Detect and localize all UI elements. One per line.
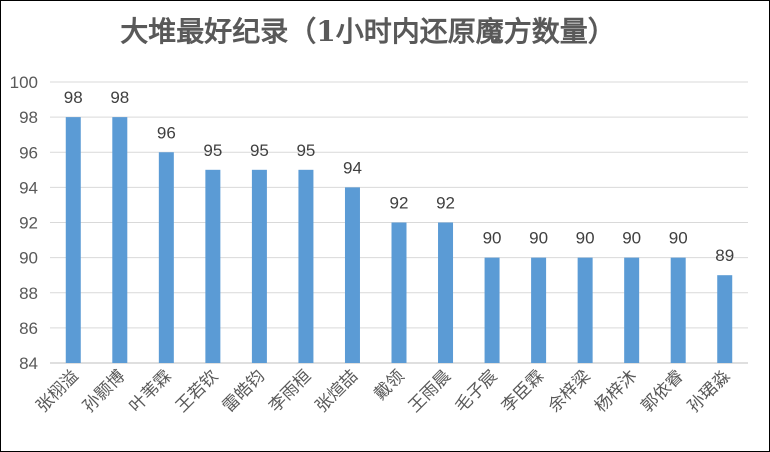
y-tick-label: 92 (19, 214, 38, 233)
data-label: 89 (715, 246, 734, 265)
x-tick-label: 毛子宸 (451, 366, 501, 416)
data-label: 90 (529, 229, 548, 248)
data-label: 95 (203, 141, 222, 160)
bars (65, 117, 733, 363)
bar (438, 222, 454, 363)
bar (158, 152, 174, 363)
bar (531, 257, 547, 363)
bar (391, 222, 407, 363)
bar (65, 117, 81, 363)
x-tick-label: 李臣霖 (498, 366, 548, 416)
y-tick-label: 96 (19, 143, 38, 162)
y-tick-label: 84 (19, 354, 38, 373)
y-tick-label: 90 (19, 249, 38, 268)
x-tick-label: 余梓梁 (544, 366, 594, 416)
y-tick-label: 100 (10, 73, 38, 92)
bar (298, 169, 314, 363)
x-tick-label: 杨梓沐 (591, 366, 641, 416)
data-label: 98 (110, 88, 129, 107)
data-label: 90 (483, 229, 502, 248)
data-label: 90 (622, 229, 641, 248)
bar (205, 169, 221, 363)
x-tick-label: 郭依睿 (638, 366, 688, 416)
data-label: 95 (250, 141, 269, 160)
x-tick-label: 雷皓钧 (219, 366, 269, 416)
chart-title: 大堆最好纪录（1小时内还原魔方数量） (120, 15, 616, 48)
bar (251, 169, 267, 363)
y-tick-label: 88 (19, 284, 38, 303)
y-tick-label: 86 (19, 319, 38, 338)
bar (484, 257, 500, 363)
x-tick-label: 孙珺淼 (684, 366, 734, 416)
data-label: 92 (436, 194, 455, 213)
bar (670, 257, 686, 363)
data-label: 96 (157, 123, 176, 142)
data-labels: 98 98 96 95 95 95 94 92 92 90 90 90 90 90 89 (64, 88, 734, 265)
data-label: 90 (576, 229, 595, 248)
y-tick-label: 98 (19, 108, 38, 127)
data-label: 98 (64, 88, 83, 107)
x-tick-label: 戴领 (370, 366, 408, 404)
y-tick-label: 94 (19, 178, 38, 197)
data-label: 95 (296, 141, 315, 160)
x-tick-label: 李雨桓 (265, 366, 315, 416)
bar (344, 187, 360, 363)
data-label: 94 (343, 158, 362, 177)
data-label: 90 (669, 229, 688, 248)
x-tick-label: 孙颢博 (79, 366, 129, 416)
bar (112, 117, 128, 363)
bar (577, 257, 593, 363)
y-axis-ticks: 84 86 88 90 92 94 96 98 100 (10, 73, 38, 373)
x-tick-label: 王若钦 (172, 366, 222, 416)
x-tick-label: 王雨晨 (405, 366, 455, 416)
x-tick-label: 张栩溢 (33, 366, 83, 416)
x-tick-label: 张煊喆 (312, 366, 362, 416)
data-label: 92 (390, 194, 409, 213)
bar (624, 257, 640, 363)
bar (717, 275, 733, 363)
x-tick-label: 叶苇霖 (126, 366, 176, 416)
